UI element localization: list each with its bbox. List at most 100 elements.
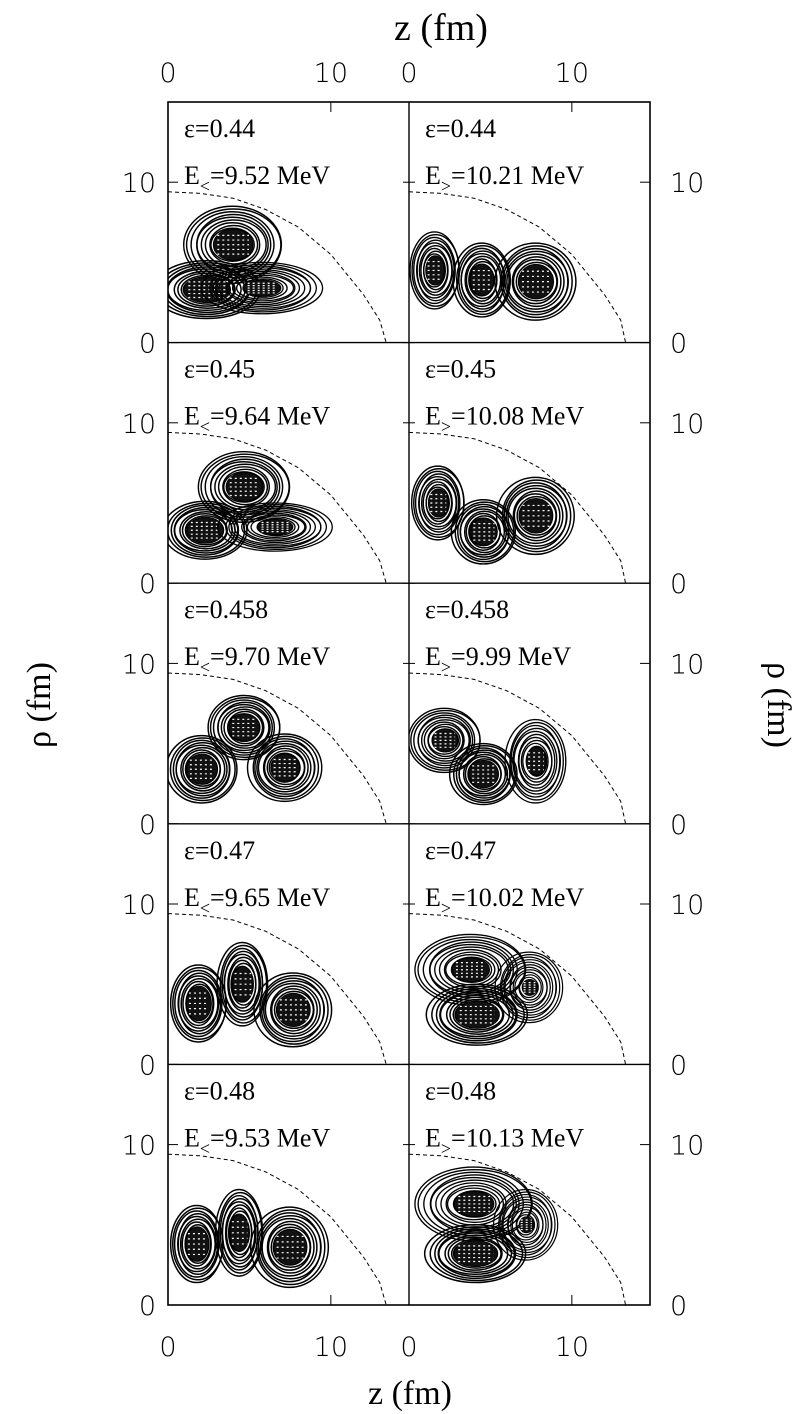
contour-line xyxy=(180,977,219,1029)
contour-lobe xyxy=(200,261,324,315)
contour-line xyxy=(259,974,329,1045)
contour-core xyxy=(451,957,491,983)
contour-line xyxy=(509,964,551,1011)
contour-line xyxy=(174,969,223,1038)
contour-line xyxy=(230,507,322,547)
contour-line xyxy=(246,514,306,540)
y-tick-label-left: 10 xyxy=(122,409,156,440)
x-tick-label-bottom: 0 xyxy=(159,1332,176,1363)
contour-line xyxy=(223,471,265,503)
y-tick-label-left: 10 xyxy=(122,649,156,680)
contour-line xyxy=(168,500,248,560)
x-tick-label-top: 0 xyxy=(400,58,417,89)
contour-line xyxy=(423,721,465,760)
contour-core xyxy=(185,1226,210,1262)
surface-curve-left xyxy=(167,431,387,584)
surface-curve-right xyxy=(408,672,627,824)
contour-core xyxy=(453,1240,499,1268)
panel-contours-left-0 xyxy=(168,205,324,320)
panel-contours-left-1 xyxy=(168,450,333,560)
contour-line xyxy=(501,1196,553,1254)
contour-lobe xyxy=(409,707,481,774)
contour-line xyxy=(420,478,457,528)
contour-line xyxy=(266,750,306,786)
contour-core xyxy=(231,965,254,1003)
contour-line xyxy=(492,1188,559,1261)
y-tick-label-right: 0 xyxy=(670,1050,687,1081)
contour-line xyxy=(503,959,558,1016)
contour-line xyxy=(184,751,221,787)
panel-eps-label: ε=0.48 xyxy=(184,1076,255,1105)
contour-lobe xyxy=(414,1166,533,1242)
contour-line xyxy=(450,1238,502,1269)
contour-line xyxy=(223,708,265,747)
contour-line xyxy=(494,242,577,321)
contour-line xyxy=(175,744,228,795)
contour-line xyxy=(256,740,316,795)
x-tick-label-top: 10 xyxy=(555,58,589,89)
contour-line xyxy=(252,735,320,800)
contour-line xyxy=(463,510,506,554)
contour-line xyxy=(417,1169,533,1239)
contour-line xyxy=(220,706,270,749)
contour-line xyxy=(507,487,564,545)
contour-line xyxy=(257,742,312,793)
contour-line xyxy=(513,730,558,792)
contour-line xyxy=(414,470,461,536)
panel-eps-label: ε=0.44 xyxy=(184,114,255,143)
contour-line xyxy=(501,479,572,553)
contour-line xyxy=(214,267,312,309)
contour-core xyxy=(525,746,547,776)
y-tick-label-left: 10 xyxy=(122,168,156,199)
contour-line xyxy=(504,961,554,1014)
contour-line xyxy=(443,951,500,989)
surface-curve-left xyxy=(167,1153,387,1306)
contour-line xyxy=(505,484,568,547)
contour-line xyxy=(177,272,236,307)
contour-lobe xyxy=(494,242,577,321)
surface-curve-left xyxy=(167,913,387,1065)
contour-line xyxy=(511,1209,540,1241)
contour-line xyxy=(522,742,549,780)
panel-contours-right-4 xyxy=(414,1166,559,1284)
contour-core xyxy=(186,753,219,785)
contour-line xyxy=(262,745,309,791)
contour-core xyxy=(517,263,555,300)
panel-energy-label: E>=10.21 MeV xyxy=(425,161,584,196)
contour-lobe xyxy=(253,972,333,1048)
contour-line xyxy=(172,966,228,1040)
contour-line xyxy=(216,941,269,1027)
contour-line xyxy=(250,516,300,539)
y-tick-label-right: 0 xyxy=(670,810,687,841)
contour-line xyxy=(516,495,557,536)
surface-curve-right xyxy=(408,913,627,1065)
y-axis-title-right: ρ (fm) xyxy=(760,662,797,748)
panel-eps-label: ε=0.45 xyxy=(425,355,496,384)
contour-line xyxy=(422,253,446,288)
y-tick-label-left: 10 xyxy=(122,890,156,921)
contour-line xyxy=(226,270,301,306)
contour-line xyxy=(514,971,544,1004)
contour-line xyxy=(223,953,262,1015)
contour-core xyxy=(276,992,311,1027)
contour-line xyxy=(413,468,465,538)
contour-line xyxy=(445,994,511,1036)
contour-line xyxy=(467,758,502,791)
panel-energy-label: E<=9.64 MeV xyxy=(184,402,330,437)
y-tick-label-right: 0 xyxy=(670,1291,687,1322)
y-tick-label-left: 0 xyxy=(139,329,156,360)
panel-eps-label: ε=0.47 xyxy=(184,836,255,865)
contour-line xyxy=(495,476,575,556)
contour-line xyxy=(209,697,281,759)
contour-lobe xyxy=(409,231,460,310)
contour-core xyxy=(425,255,445,286)
y-tick-label-right: 10 xyxy=(670,649,704,680)
y-tick-label-right: 0 xyxy=(670,329,687,360)
panel-contours-right-3 xyxy=(414,933,564,1046)
contour-core xyxy=(469,263,495,297)
contour-line xyxy=(261,1217,318,1277)
contour-line xyxy=(212,699,276,756)
contour-line xyxy=(502,1198,549,1251)
y-axis-title-left: ρ (fm) xyxy=(21,662,58,748)
